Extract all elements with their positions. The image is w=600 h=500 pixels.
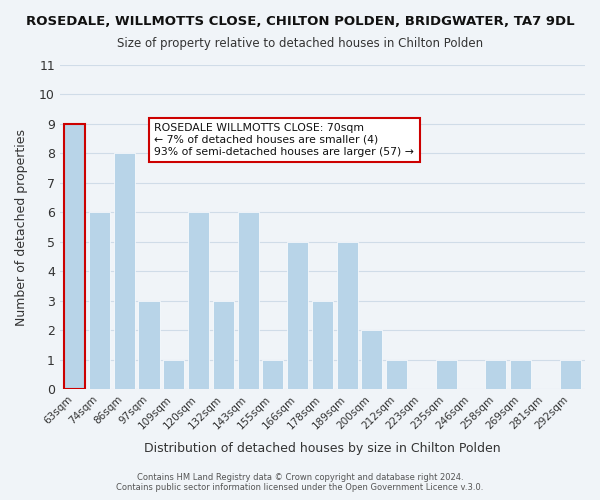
Bar (64, 124, 85, 389)
Bar (337, 242, 358, 389)
Bar (89, 212, 110, 389)
Bar (312, 301, 333, 389)
Text: ROSEDALE WILLMOTTS CLOSE: 70sqm
← 7% of detached houses are smaller (4)
93% of s: ROSEDALE WILLMOTTS CLOSE: 70sqm ← 7% of … (154, 124, 414, 156)
Bar (510, 360, 531, 389)
Bar (560, 360, 581, 389)
Text: ROSEDALE, WILLMOTTS CLOSE, CHILTON POLDEN, BRIDGWATER, TA7 9DL: ROSEDALE, WILLMOTTS CLOSE, CHILTON POLDE… (26, 15, 574, 28)
Bar (361, 330, 382, 389)
X-axis label: Distribution of detached houses by size in Chilton Polden: Distribution of detached houses by size … (144, 442, 501, 455)
Bar (287, 242, 308, 389)
Bar (485, 360, 506, 389)
Y-axis label: Number of detached properties: Number of detached properties (15, 128, 28, 326)
Bar (436, 360, 457, 389)
Bar (114, 154, 135, 389)
Bar (238, 212, 259, 389)
Bar (188, 212, 209, 389)
Text: Contains HM Land Registry data © Crown copyright and database right 2024.
Contai: Contains HM Land Registry data © Crown c… (116, 473, 484, 492)
Bar (262, 360, 283, 389)
Bar (386, 360, 407, 389)
Bar (213, 301, 234, 389)
Bar (139, 301, 160, 389)
Text: Size of property relative to detached houses in Chilton Polden: Size of property relative to detached ho… (117, 38, 483, 51)
Bar (163, 360, 184, 389)
